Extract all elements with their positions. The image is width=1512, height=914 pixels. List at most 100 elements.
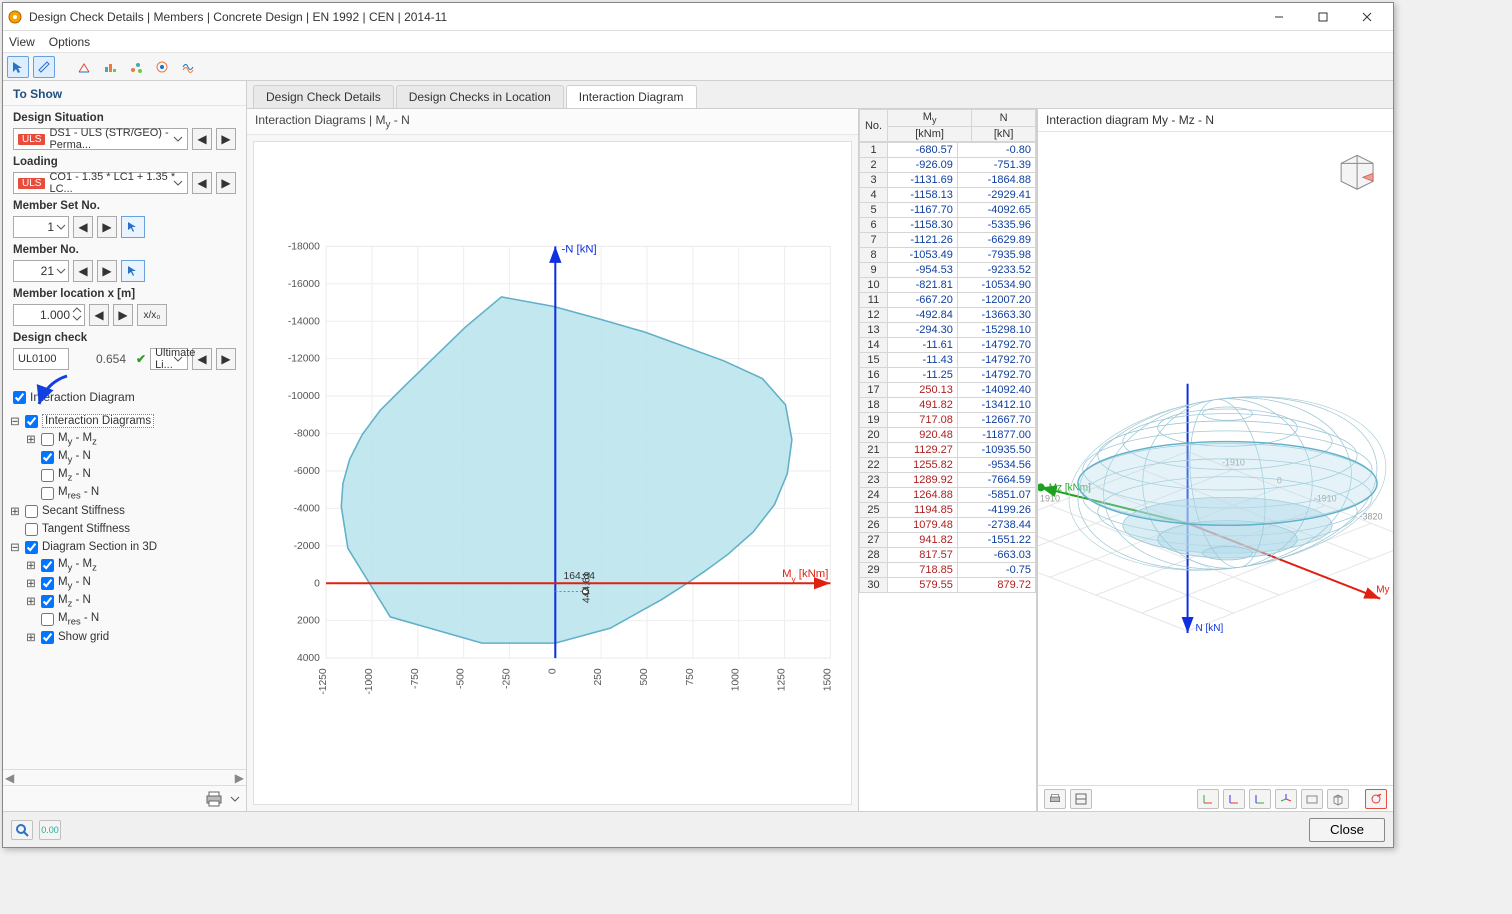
next-loc-button[interactable]: ▶ bbox=[113, 304, 133, 326]
chevron-down-icon[interactable] bbox=[230, 794, 240, 804]
tree-cb-s-my-n[interactable] bbox=[41, 577, 54, 590]
expand-icon[interactable]: ⊞ bbox=[9, 504, 21, 518]
design-check-type-select[interactable]: Ultimate Li... bbox=[150, 348, 188, 370]
step-down-icon[interactable] bbox=[72, 314, 82, 322]
tool-icon-3[interactable] bbox=[125, 56, 147, 78]
cursor-tool-icon[interactable] bbox=[7, 56, 29, 78]
footer-search-button[interactable] bbox=[11, 820, 33, 840]
threed-print-button[interactable] bbox=[1044, 789, 1066, 809]
sidebar-hscroll[interactable]: ◀▶ bbox=[3, 769, 246, 785]
toolbar bbox=[3, 53, 1393, 81]
close-button[interactable]: Close bbox=[1309, 818, 1385, 842]
tree-cb-tangent[interactable] bbox=[25, 523, 38, 536]
threed-settings-button[interactable] bbox=[1070, 789, 1092, 809]
prev-memberset-button[interactable]: ◀ bbox=[73, 216, 93, 238]
tree-cb-showgrid[interactable] bbox=[41, 631, 54, 644]
expand-icon[interactable]: ⊞ bbox=[25, 594, 37, 608]
view-yz-button[interactable] bbox=[1249, 789, 1271, 809]
col-no: No. bbox=[860, 110, 888, 142]
prev-loc-button[interactable]: ◀ bbox=[89, 304, 109, 326]
col-n: N bbox=[972, 110, 1036, 127]
tree-cb-s-mres-n[interactable] bbox=[41, 613, 54, 626]
tree-cb-mres-n[interactable] bbox=[41, 487, 54, 500]
print-icon[interactable] bbox=[204, 790, 224, 808]
expand-icon[interactable]: ⊞ bbox=[25, 630, 37, 644]
tree-secant[interactable]: Secant Stiffness bbox=[42, 505, 125, 517]
tab-interaction[interactable]: Interaction Diagram bbox=[566, 85, 697, 108]
tree-tangent[interactable]: Tangent Stiffness bbox=[42, 523, 130, 535]
tool-icon-2[interactable] bbox=[99, 56, 121, 78]
tree-cb-my-n[interactable] bbox=[41, 451, 54, 464]
next-member-button[interactable]: ▶ bbox=[97, 260, 117, 282]
measure-tool-icon[interactable] bbox=[33, 56, 55, 78]
tab-location[interactable]: Design Checks in Location bbox=[396, 85, 564, 108]
expand-icon[interactable]: ⊞ bbox=[25, 432, 37, 446]
svg-text:-250: -250 bbox=[501, 668, 512, 689]
menu-view[interactable]: View bbox=[9, 35, 35, 49]
tool-icon-5[interactable] bbox=[177, 56, 199, 78]
view-persp-button[interactable] bbox=[1301, 789, 1323, 809]
tree-s-my-n[interactable]: My - N bbox=[58, 576, 91, 590]
design-situation-value: DS1 - ULS (STR/GEO) - Perma... bbox=[49, 127, 183, 151]
minimize-button[interactable] bbox=[1257, 4, 1301, 30]
footer-decimals-button[interactable]: 0.00 bbox=[39, 820, 61, 840]
tree-cb-interaction-diagrams[interactable] bbox=[25, 415, 38, 428]
tree-cb-section3d[interactable] bbox=[25, 541, 38, 554]
view-cube-button[interactable] bbox=[1327, 789, 1349, 809]
chart-area[interactable]: -18000-16000-14000-12000-10000-8000-6000… bbox=[253, 141, 852, 805]
tab-details[interactable]: Design Check Details bbox=[253, 85, 394, 108]
view-xz-button[interactable] bbox=[1223, 789, 1245, 809]
pick-memberset-button[interactable] bbox=[121, 216, 145, 238]
data-table-scroll[interactable]: 1-680.57-0.802-926.09-751.393-1131.69-18… bbox=[859, 142, 1036, 811]
prev-member-button[interactable]: ◀ bbox=[73, 260, 93, 282]
next-memberset-button[interactable]: ▶ bbox=[97, 216, 117, 238]
member-loc-spinner[interactable]: 1.000 bbox=[13, 304, 85, 326]
tool-icon-1[interactable] bbox=[73, 56, 95, 78]
tree-show-grid[interactable]: Show grid bbox=[58, 631, 109, 643]
view-iso-button[interactable] bbox=[1275, 789, 1297, 809]
design-check-code-select[interactable]: UL0100 bbox=[13, 348, 69, 370]
prev-situation-button[interactable]: ◀ bbox=[192, 128, 212, 150]
tree-cb-mz-n[interactable] bbox=[41, 469, 54, 482]
loading-label: Loading bbox=[13, 156, 236, 168]
prev-loading-button[interactable]: ◀ bbox=[192, 172, 212, 194]
maximize-button[interactable] bbox=[1301, 4, 1345, 30]
collapse-icon[interactable]: ⊟ bbox=[9, 540, 21, 554]
tree-cb-s-mz-n[interactable] bbox=[41, 595, 54, 608]
view-xy-button[interactable] bbox=[1197, 789, 1219, 809]
design-situation-select[interactable]: ULS DS1 - ULS (STR/GEO) - Perma... bbox=[13, 128, 188, 150]
member-set-spinner[interactable]: 1 bbox=[13, 216, 69, 238]
next-check-button[interactable]: ▶ bbox=[216, 348, 236, 370]
tree-my-mz[interactable]: My - Mz bbox=[58, 432, 97, 446]
close-window-button[interactable] bbox=[1345, 4, 1389, 30]
step-up-icon[interactable] bbox=[72, 306, 82, 314]
expand-icon[interactable]: ⊞ bbox=[25, 576, 37, 590]
threed-panel: Interaction diagram My - Mz - N -1910-38… bbox=[1037, 109, 1393, 811]
tree-s-mz-n[interactable]: Mz - N bbox=[58, 594, 91, 608]
tree-my-n[interactable]: My - N bbox=[58, 450, 91, 464]
menu-options[interactable]: Options bbox=[49, 35, 90, 49]
tree-cb-secant[interactable] bbox=[25, 505, 38, 518]
next-situation-button[interactable]: ▶ bbox=[216, 128, 236, 150]
view-reset-button[interactable] bbox=[1365, 789, 1387, 809]
pick-member-button[interactable] bbox=[121, 260, 145, 282]
tree-cb-s-my-mz[interactable] bbox=[41, 559, 54, 572]
tree-section3d[interactable]: Diagram Section in 3D bbox=[42, 541, 157, 553]
interaction-diagram-checkbox[interactable] bbox=[13, 391, 26, 404]
threed-viewport[interactable]: -1910-3820-191001910My [kNm]Mz [kNm]N [k… bbox=[1038, 132, 1393, 785]
collapse-icon[interactable]: ⊟ bbox=[9, 414, 21, 428]
tree-s-my-mz[interactable]: My - Mz bbox=[58, 558, 97, 572]
tool-icon-4[interactable] bbox=[151, 56, 173, 78]
tree-mz-n[interactable]: Mz - N bbox=[58, 468, 91, 482]
svg-text:-750: -750 bbox=[410, 668, 421, 689]
tree-s-mres-n[interactable]: Mres - N bbox=[58, 612, 99, 626]
member-no-spinner[interactable]: 21 bbox=[13, 260, 69, 282]
tree-cb-my-mz[interactable] bbox=[41, 433, 54, 446]
expand-icon[interactable]: ⊞ bbox=[25, 558, 37, 572]
tree-interaction-diagrams[interactable]: Interaction Diagrams bbox=[42, 414, 154, 428]
tree-mres-n[interactable]: Mres - N bbox=[58, 486, 99, 500]
loading-select[interactable]: ULS CO1 - 1.35 * LC1 + 1.35 * LC... bbox=[13, 172, 188, 194]
design-situation-label: Design Situation bbox=[13, 112, 236, 124]
next-loading-button[interactable]: ▶ bbox=[216, 172, 236, 194]
x-ratio-button[interactable]: x/x₀ bbox=[137, 304, 167, 326]
